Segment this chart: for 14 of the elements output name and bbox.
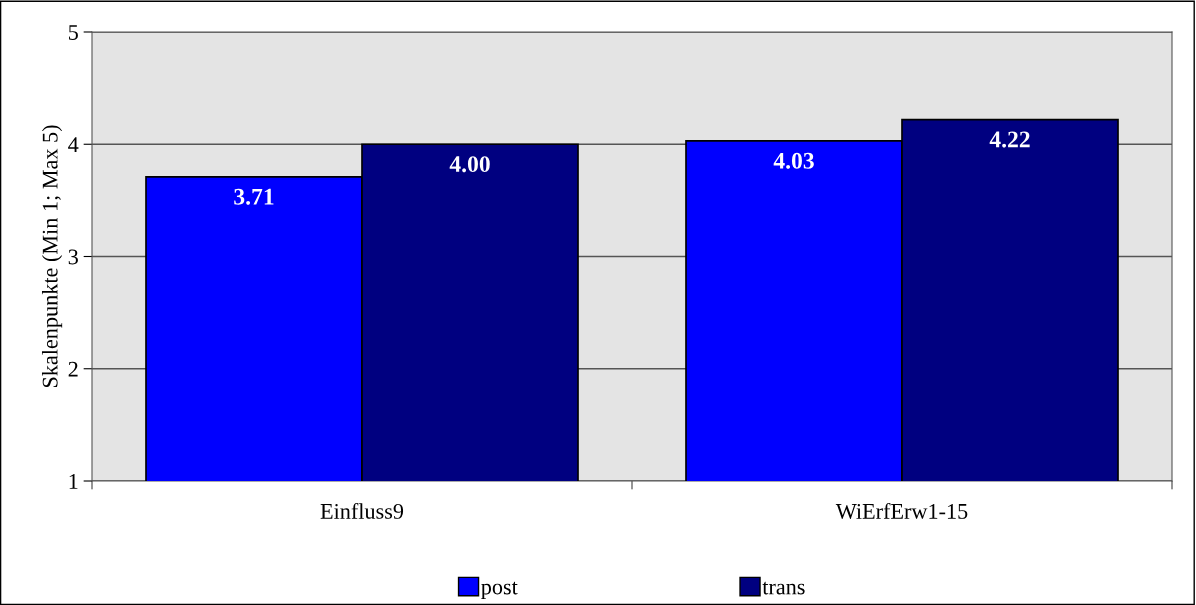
y-tick-label: 3 <box>68 249 78 265</box>
y-axis-title: Skalenpunkte (Min 1; Max 5) <box>41 125 63 388</box>
x-tick-label: WiErfErw1-15 <box>835 503 968 519</box>
y-tick-label: 1 <box>69 474 78 489</box>
data-label: 4.03 <box>773 152 814 169</box>
data-label: 4.22 <box>989 131 1030 148</box>
legend-label: post <box>481 581 518 599</box>
data-label: 3.71 <box>234 188 274 205</box>
legend-label: trans <box>762 581 805 595</box>
data-label: 4.00 <box>449 156 490 173</box>
x-tick-label: Einfluss9 <box>320 503 404 519</box>
y-tick-label: 4 <box>68 137 79 152</box>
y-tick-label: 5 <box>68 25 78 40</box>
y-tick-label: 2 <box>68 361 78 377</box>
